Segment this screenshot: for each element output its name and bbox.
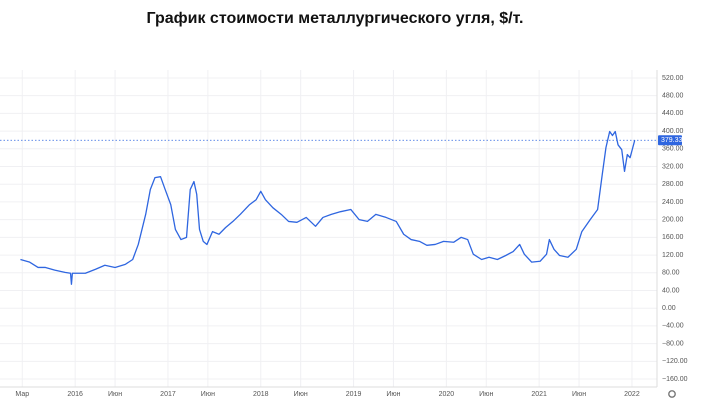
- y-tick-label: 400.00: [662, 128, 684, 135]
- y-tick-label: 360.00: [662, 146, 684, 153]
- x-tick-label: Июн: [294, 391, 308, 398]
- y-tick-label: 240.00: [662, 199, 684, 206]
- x-tick-label: Июн: [108, 391, 122, 398]
- x-tick-label: Мар: [15, 391, 29, 398]
- y-tick-label: 480.00: [662, 93, 684, 100]
- x-tick-label: 2019: [346, 391, 362, 398]
- x-tick-label: 2020: [439, 391, 455, 398]
- price-line: [20, 130, 636, 285]
- y-tick-label: 440.00: [662, 110, 684, 117]
- y-tick-label: −160.00: [662, 376, 688, 383]
- y-tick-label: −80.00: [662, 340, 684, 347]
- settings-icon[interactable]: [668, 390, 676, 398]
- x-tick-label: 2021: [531, 391, 547, 398]
- x-tick-label: Июн: [386, 391, 400, 398]
- y-tick-label: 80.00: [662, 270, 680, 277]
- last-value-tag: [658, 135, 682, 146]
- y-tick-label: −120.00: [662, 358, 688, 365]
- y-tick-label: 520.00: [662, 75, 684, 82]
- y-tick-label: 40.00: [662, 287, 680, 294]
- y-tick-label: 320.00: [662, 163, 684, 170]
- x-tick-label: 2017: [160, 391, 176, 398]
- y-tick-label: 160.00: [662, 234, 684, 241]
- y-tick-label: −40.00: [662, 323, 684, 330]
- x-tick-label: Июн: [201, 391, 215, 398]
- x-tick-label: 2022: [624, 391, 640, 398]
- x-tick-label: Июн: [572, 391, 586, 398]
- y-tick-label: 0.00: [662, 305, 676, 312]
- x-tick-label: 2016: [67, 391, 83, 398]
- last-value-label: 379.33: [661, 137, 683, 144]
- y-tick-label: 120.00: [662, 252, 684, 259]
- chart-title: График стоимости металлургического угля,…: [147, 10, 524, 27]
- gear[interactable]: [668, 390, 676, 398]
- y-tick-label: 200.00: [662, 216, 684, 223]
- y-tick-label: 280.00: [662, 181, 684, 188]
- x-tick-label: Июн: [479, 391, 493, 398]
- x-tick-label: 2018: [253, 391, 269, 398]
